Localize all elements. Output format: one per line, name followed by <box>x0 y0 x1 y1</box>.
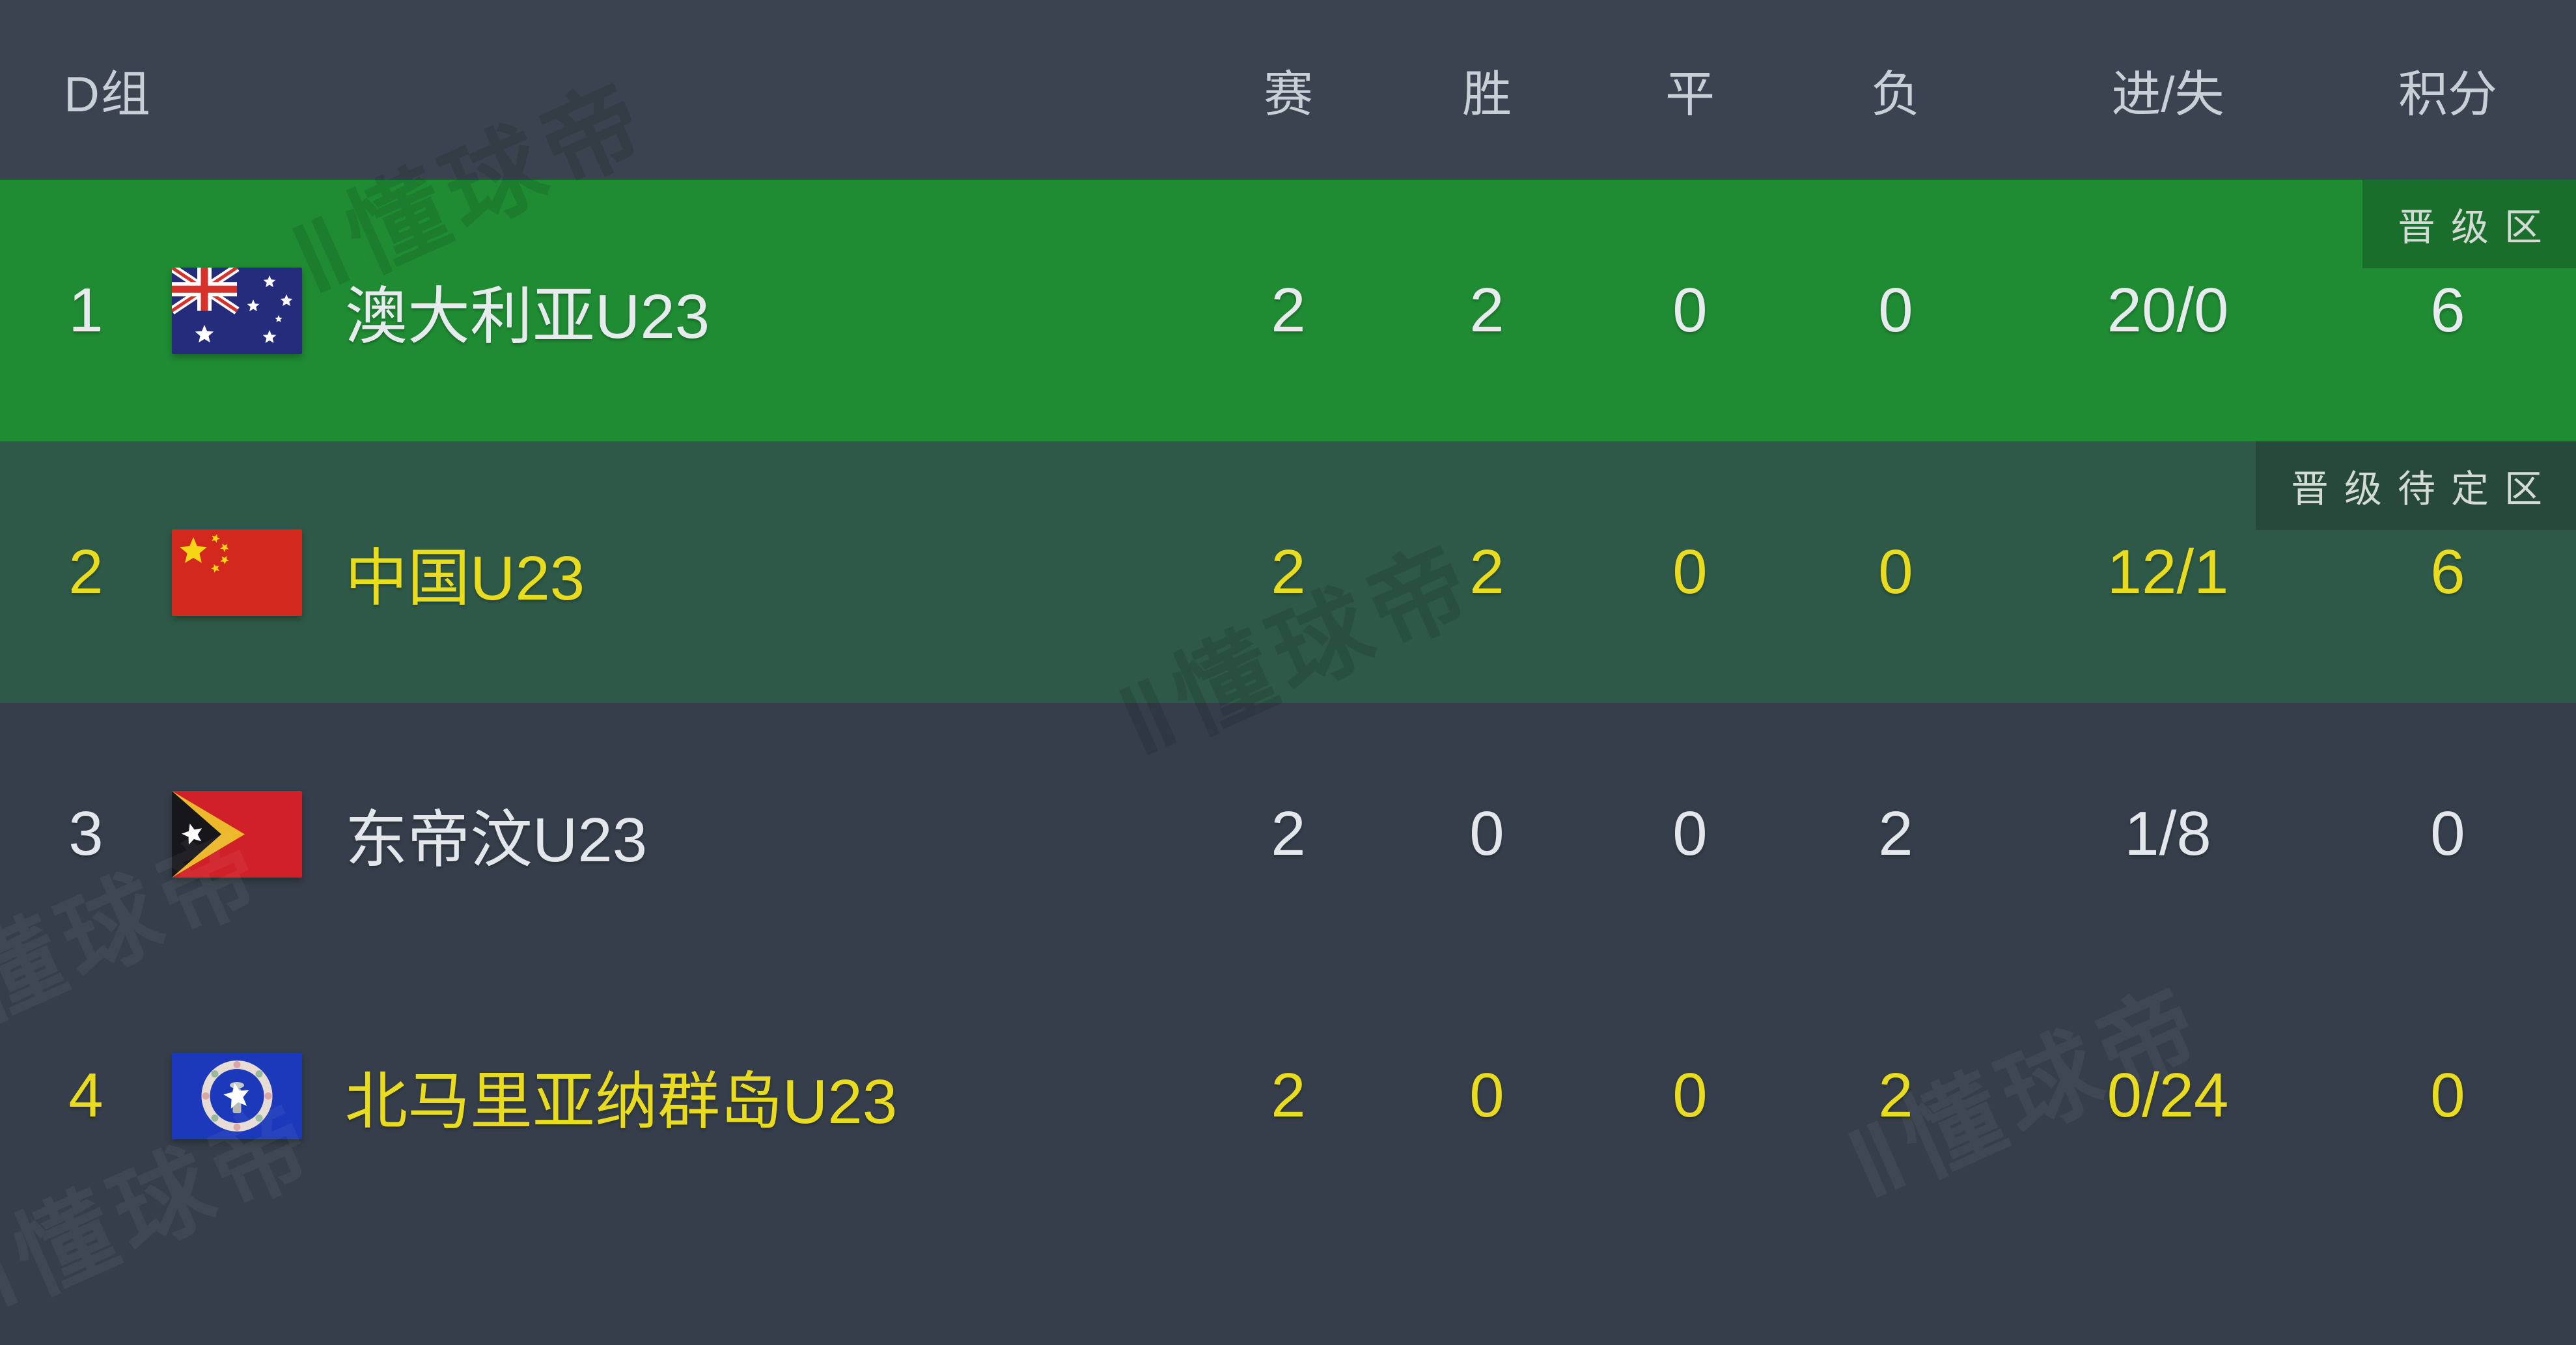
column-header-draw: 平 <box>1665 67 1715 122</box>
stat-goals: 20/0 <box>2107 275 2229 345</box>
stat-win: 2 <box>1469 537 1504 607</box>
column-header-goals: 进/失 <box>2111 67 2224 122</box>
stat-points: 0 <box>2430 1061 2465 1130</box>
rank-number: 1 <box>68 275 104 345</box>
stat-played: 2 <box>1271 537 1306 607</box>
team-name: 澳大利亚U23 <box>345 281 710 352</box>
column-header-win: 胜 <box>1462 67 1512 122</box>
promotion-pending-zone-badge: 晋级待定区 <box>2255 441 2576 530</box>
team-name: 东帝汶U23 <box>345 805 648 875</box>
stat-win: 0 <box>1469 799 1504 868</box>
stat-goals: 1/8 <box>2124 799 2211 868</box>
promotion-zone-badge: 晋级区 <box>2362 180 2576 268</box>
flag-timor-leste-icon <box>172 790 302 878</box>
rank-number: 4 <box>68 1061 104 1130</box>
stat-played: 2 <box>1271 1061 1306 1130</box>
stat-played: 2 <box>1271 799 1306 868</box>
rank-number: 3 <box>68 799 104 868</box>
stat-win: 2 <box>1469 275 1504 345</box>
stat-draw: 0 <box>1672 1061 1708 1130</box>
group-label: D组 <box>64 67 152 122</box>
flag-northern-mariana-islands-icon <box>172 1052 302 1139</box>
stat-points: 6 <box>2430 537 2465 607</box>
stat-draw: 0 <box>1672 799 1708 868</box>
stat-points: 6 <box>2430 275 2465 345</box>
team-name: 北马里亚纳群岛U23 <box>345 1066 898 1137</box>
stat-loss: 0 <box>1878 537 1913 607</box>
rank-number: 2 <box>68 537 104 607</box>
stat-points: 0 <box>2430 799 2465 868</box>
table-row-china-u23[interactable]: 晋级待定区 2 中国U23 2 2 0 0 12/1 6 <box>0 441 2576 703</box>
table-row-australia-u23[interactable]: 晋级区 1 澳大利亚U23 2 2 0 0 20/0 6 <box>0 180 2576 441</box>
table-row-timor-leste-u23[interactable]: 3 东帝汶U23 2 0 0 2 1/8 0 <box>0 703 2576 965</box>
column-header-points: 积分 <box>2398 67 2497 122</box>
stat-played: 2 <box>1271 275 1306 345</box>
flag-australia-icon <box>172 267 302 354</box>
standings-header: D组 赛 胜 平 负 进/失 积分 <box>0 0 2576 180</box>
stat-goals: 12/1 <box>2107 537 2229 607</box>
stat-draw: 0 <box>1672 275 1708 345</box>
flag-china-icon <box>172 529 302 616</box>
stat-loss: 2 <box>1878 799 1913 868</box>
table-row-northern-mariana-islands-u23[interactable]: 4 北马里亚纳群岛U23 2 0 0 2 0/24 0 <box>0 965 2576 1227</box>
column-header-played: 赛 <box>1264 67 1313 122</box>
stat-draw: 0 <box>1672 537 1708 607</box>
stat-goals: 0/24 <box>2107 1061 2229 1130</box>
stat-loss: 0 <box>1878 275 1913 345</box>
column-header-loss: 负 <box>1871 67 1920 122</box>
stat-loss: 2 <box>1878 1061 1913 1130</box>
stat-win: 0 <box>1469 1061 1504 1130</box>
team-name: 中国U23 <box>345 543 585 613</box>
